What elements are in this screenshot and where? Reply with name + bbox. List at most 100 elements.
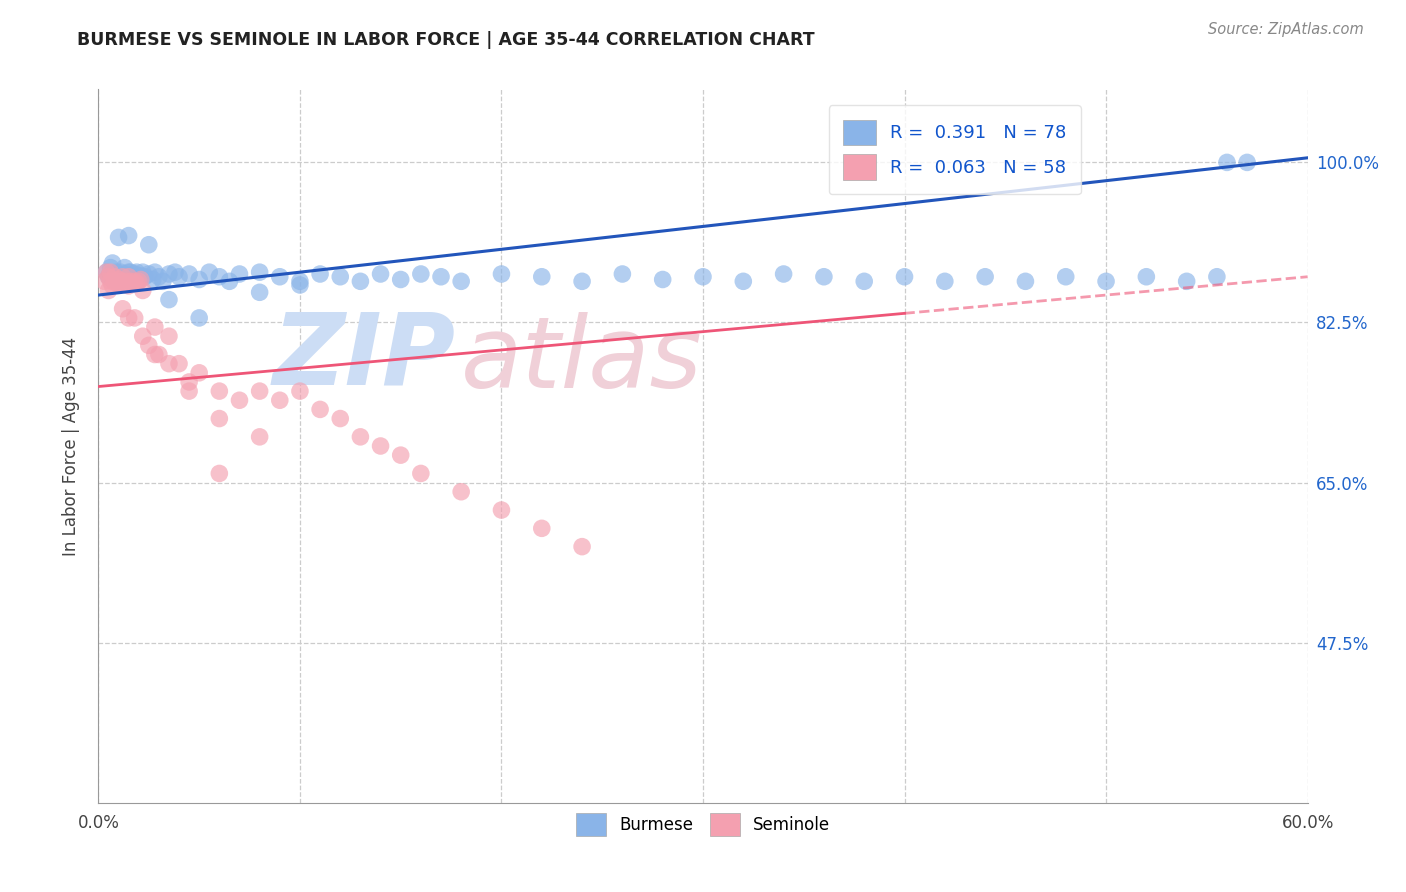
Point (288, 277, 311, 292)
Point (103, 274, 125, 288)
Point (124, 310, 146, 325)
Point (138, 267, 160, 281)
Point (111, 301, 134, 316)
Point (96, 265, 118, 279)
Point (530, 521, 553, 535)
Point (157, 329, 180, 343)
Point (105, 276, 128, 290)
Point (349, 430, 371, 444)
Point (100, 260, 122, 275)
Point (772, 267, 794, 281)
Point (124, 267, 146, 281)
Point (249, 285, 271, 300)
Legend: Burmese, Seminole: Burmese, Seminole (568, 805, 838, 845)
Point (110, 274, 132, 288)
Point (157, 357, 180, 371)
Text: ZIP: ZIP (273, 309, 456, 405)
Point (138, 237, 160, 252)
Point (157, 267, 180, 281)
Point (103, 267, 125, 281)
Point (97, 269, 120, 284)
Point (349, 274, 371, 288)
Point (249, 430, 271, 444)
Point (450, 484, 472, 499)
Point (309, 267, 332, 281)
Point (1216, 155, 1239, 169)
Point (128, 274, 150, 288)
Point (129, 268, 152, 283)
Point (132, 329, 155, 343)
Point (389, 272, 412, 286)
Point (132, 284, 155, 298)
Point (118, 310, 141, 325)
Point (288, 274, 311, 288)
Point (1054, 269, 1077, 284)
Point (370, 267, 392, 281)
Point (118, 265, 141, 279)
Point (198, 265, 221, 279)
Point (118, 279, 141, 293)
Point (125, 265, 148, 279)
Point (208, 269, 231, 284)
Point (114, 267, 136, 281)
Point (329, 269, 352, 284)
Point (128, 272, 150, 286)
Point (132, 265, 155, 279)
Point (111, 274, 134, 288)
Point (110, 265, 132, 279)
Point (120, 274, 142, 288)
Point (179, 267, 201, 281)
Point (218, 274, 240, 288)
Point (249, 384, 271, 398)
Point (142, 272, 165, 286)
Point (111, 269, 134, 284)
Point (269, 393, 291, 408)
Point (692, 269, 714, 284)
Point (228, 267, 250, 281)
Point (163, 265, 186, 279)
Point (101, 279, 124, 293)
Point (118, 269, 141, 284)
Point (571, 274, 593, 288)
Point (118, 269, 141, 284)
Point (134, 269, 156, 284)
Point (1095, 274, 1118, 288)
Point (430, 269, 453, 284)
Point (208, 411, 231, 425)
Point (97, 269, 120, 284)
Text: atlas: atlas (461, 312, 703, 409)
Point (101, 272, 124, 286)
Point (105, 265, 128, 279)
Point (97, 284, 120, 298)
Point (974, 269, 997, 284)
Point (1014, 274, 1036, 288)
Point (148, 269, 170, 284)
Point (138, 338, 160, 352)
Point (612, 267, 634, 281)
Text: Source: ZipAtlas.com: Source: ZipAtlas.com (1208, 22, 1364, 37)
Point (107, 272, 129, 286)
Point (120, 274, 142, 288)
Point (167, 269, 190, 284)
Point (179, 384, 201, 398)
Point (208, 467, 231, 481)
Point (114, 276, 136, 290)
Point (1135, 269, 1157, 284)
Point (288, 384, 311, 398)
Point (491, 503, 513, 517)
Point (107, 230, 129, 244)
Point (157, 293, 180, 307)
Point (188, 310, 211, 325)
Point (409, 467, 432, 481)
Point (208, 384, 231, 398)
Point (450, 274, 472, 288)
Point (370, 439, 392, 453)
Point (409, 267, 432, 281)
Point (125, 276, 148, 290)
Point (148, 347, 170, 361)
Point (329, 411, 352, 425)
Point (129, 272, 152, 286)
Point (733, 274, 755, 288)
Point (107, 269, 129, 284)
Point (111, 269, 134, 284)
